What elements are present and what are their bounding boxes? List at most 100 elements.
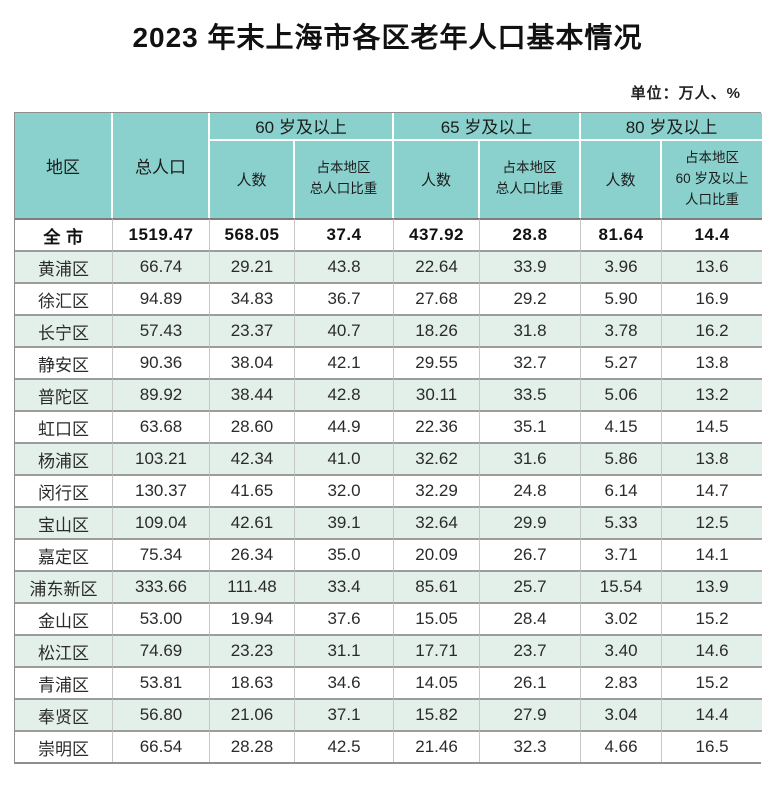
header-region: 地区 — [15, 113, 113, 218]
table-row: 徐汇区 94.89 34.83 36.7 27.68 29.2 5.90 16.… — [15, 282, 763, 314]
region-cell: 虹口区 — [15, 410, 113, 442]
share-65plus-cell: 33.9 — [480, 250, 582, 282]
count-60plus-cell: 42.61 — [210, 506, 295, 538]
count-60plus-cell: 111.48 — [210, 570, 295, 602]
total-population-cell: 53.00 — [113, 602, 210, 634]
region-cell: 静安区 — [15, 346, 113, 378]
count-60plus-cell: 26.34 — [210, 538, 295, 570]
count-60plus-cell: 38.04 — [210, 346, 295, 378]
share-60plus-cell: 32.0 — [295, 474, 395, 506]
region-cell: 金山区 — [15, 602, 113, 634]
count-80plus-cell: 5.86 — [581, 442, 663, 474]
region-cell: 奉贤区 — [15, 698, 113, 730]
total-population-cell: 66.54 — [113, 730, 210, 762]
count-80plus-cell: 4.66 — [581, 730, 663, 762]
share-65plus-cell: 29.2 — [480, 282, 582, 314]
count-65plus-cell: 32.62 — [394, 442, 481, 474]
share-60plus-cell: 42.1 — [295, 346, 395, 378]
total-population-cell: 66.74 — [113, 250, 210, 282]
share-60plus-cell: 37.6 — [295, 602, 395, 634]
share-60plus-cell: 42.5 — [295, 730, 395, 762]
table-row: 浦东新区 333.66 111.48 33.4 85.61 25.7 15.54… — [15, 570, 763, 602]
region-cell: 杨浦区 — [15, 442, 113, 474]
share-65plus-cell: 32.3 — [480, 730, 582, 762]
share-80plus-cell: 15.2 — [662, 602, 763, 634]
count-65plus-cell: 22.64 — [394, 250, 481, 282]
count-60plus-cell: 21.06 — [210, 698, 295, 730]
population-table-wrapper: 地区 总人口 60 岁及以上 65 岁及以上 80 岁及以上 人数 占本地区 总… — [14, 112, 763, 764]
share-80plus-cell: 14.5 — [662, 410, 763, 442]
count-65plus-cell: 437.92 — [394, 218, 481, 250]
count-60plus-cell: 28.28 — [210, 730, 295, 762]
count-60plus-cell: 28.60 — [210, 410, 295, 442]
count-65plus-cell: 27.68 — [394, 282, 481, 314]
share-80plus-cell: 13.6 — [662, 250, 763, 282]
table-row: 奉贤区 56.80 21.06 37.1 15.82 27.9 3.04 14.… — [15, 698, 763, 730]
count-60plus-cell: 34.83 — [210, 282, 295, 314]
share-65plus-cell: 28.8 — [480, 218, 582, 250]
total-population-cell: 74.69 — [113, 634, 210, 666]
total-population-cell: 90.36 — [113, 346, 210, 378]
table-row: 黄浦区 66.74 29.21 43.8 22.64 33.9 3.96 13.… — [15, 250, 763, 282]
share-65plus-cell: 28.4 — [480, 602, 582, 634]
count-65plus-cell: 15.05 — [394, 602, 481, 634]
total-population-cell: 130.37 — [113, 474, 210, 506]
total-population-cell: 63.68 — [113, 410, 210, 442]
share-80plus-cell: 14.4 — [662, 218, 763, 250]
count-80plus-cell: 5.06 — [581, 378, 663, 410]
share-80plus-cell: 13.9 — [662, 570, 763, 602]
total-population-cell: 75.34 — [113, 538, 210, 570]
count-60plus-cell: 568.05 — [210, 218, 295, 250]
share-80plus-cell: 13.8 — [662, 442, 763, 474]
share-65plus-cell: 25.7 — [480, 570, 582, 602]
share-80plus-cell: 14.4 — [662, 698, 763, 730]
header-80plus-count: 人数 — [581, 140, 663, 218]
table-row: 普陀区 89.92 38.44 42.8 30.11 33.5 5.06 13.… — [15, 378, 763, 410]
share-65plus-cell: 29.9 — [480, 506, 582, 538]
region-cell: 嘉定区 — [15, 538, 113, 570]
region-cell: 全 市 — [15, 218, 113, 250]
table-row: 宝山区 109.04 42.61 39.1 32.64 29.9 5.33 12… — [15, 506, 763, 538]
share-65plus-cell: 23.7 — [480, 634, 582, 666]
share-80plus-cell: 14.1 — [662, 538, 763, 570]
share-80plus-cell: 13.8 — [662, 346, 763, 378]
share-65plus-cell: 31.6 — [480, 442, 582, 474]
count-60plus-cell: 23.23 — [210, 634, 295, 666]
table-row: 松江区 74.69 23.23 31.1 17.71 23.7 3.40 14.… — [15, 634, 763, 666]
table-row: 静安区 90.36 38.04 42.1 29.55 32.7 5.27 13.… — [15, 346, 763, 378]
share-80plus-cell: 15.2 — [662, 666, 763, 698]
count-65plus-cell: 14.05 — [394, 666, 481, 698]
count-80plus-cell: 3.71 — [581, 538, 663, 570]
share-60plus-cell: 31.1 — [295, 634, 395, 666]
count-80plus-cell: 4.15 — [581, 410, 663, 442]
table-row: 全 市 1519.47 568.05 37.4 437.92 28.8 81.6… — [15, 218, 763, 250]
region-cell: 青浦区 — [15, 666, 113, 698]
share-65plus-cell: 31.8 — [480, 314, 582, 346]
count-65plus-cell: 20.09 — [394, 538, 481, 570]
header-65plus-share: 占本地区 总人口比重 — [480, 140, 582, 218]
total-population-cell: 103.21 — [113, 442, 210, 474]
share-80plus-cell: 14.6 — [662, 634, 763, 666]
count-80plus-cell: 3.78 — [581, 314, 663, 346]
count-80plus-cell: 81.64 — [581, 218, 663, 250]
header-group-65plus: 65 岁及以上 — [394, 113, 582, 141]
count-60plus-cell: 19.94 — [210, 602, 295, 634]
region-cell: 徐汇区 — [15, 282, 113, 314]
count-80plus-cell: 5.27 — [581, 346, 663, 378]
total-population-cell: 1519.47 — [113, 218, 210, 250]
header-total-population: 总人口 — [113, 113, 210, 218]
share-60plus-cell: 35.0 — [295, 538, 395, 570]
page-title: 2023 年末上海市各区老年人口基本情况 — [132, 22, 643, 53]
region-cell: 长宁区 — [15, 314, 113, 346]
count-65plus-cell: 21.46 — [394, 730, 481, 762]
share-60plus-cell: 36.7 — [295, 282, 395, 314]
total-population-cell: 57.43 — [113, 314, 210, 346]
count-65plus-cell: 85.61 — [394, 570, 481, 602]
header-60plus-count: 人数 — [210, 140, 295, 218]
share-65plus-cell: 27.9 — [480, 698, 582, 730]
count-65plus-cell: 29.55 — [394, 346, 481, 378]
share-60plus-cell: 39.1 — [295, 506, 395, 538]
count-60plus-cell: 42.34 — [210, 442, 295, 474]
share-60plus-cell: 37.1 — [295, 698, 395, 730]
table-row: 嘉定区 75.34 26.34 35.0 20.09 26.7 3.71 14.… — [15, 538, 763, 570]
